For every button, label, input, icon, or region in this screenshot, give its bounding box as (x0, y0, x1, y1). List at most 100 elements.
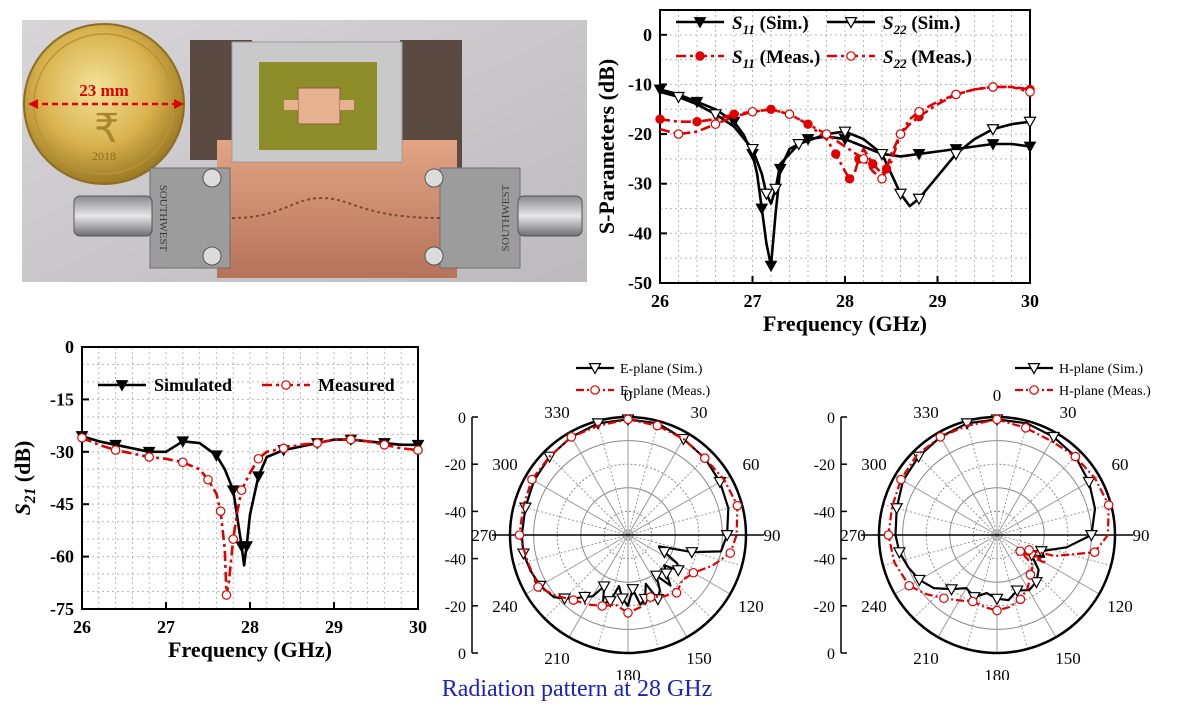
radial-tick-label: 0 (827, 410, 835, 427)
y-tick-label: -60 (50, 547, 74, 567)
connector-label-left: SOUTHWEST (157, 185, 169, 252)
legend-label: H-plane (Sim.) (1059, 362, 1143, 377)
data-point (236, 485, 247, 496)
polar-series-0 (890, 414, 1098, 606)
copper-housing (217, 140, 457, 278)
data-point (893, 188, 908, 201)
angle-label: 60 (1111, 455, 1128, 474)
data-point (603, 596, 617, 608)
legend-label: E-plane (Sim.) (620, 362, 703, 377)
device-photo-drawing: ₹ 2018 23 mm SOUTHWEST SOUTHWEST (22, 20, 587, 282)
polar-line (894, 418, 1097, 602)
data-point (1047, 431, 1061, 444)
data-point (732, 500, 743, 511)
y-tick-label: 0 (643, 25, 652, 45)
legend-item: S22 (Sim.) (827, 13, 960, 37)
data-point (1023, 141, 1037, 154)
polar-line (887, 418, 1110, 612)
data-point (413, 445, 423, 455)
data-point (527, 474, 537, 485)
series-1 (77, 433, 423, 600)
data-point (203, 474, 213, 485)
x-tick-label: 28 (241, 617, 259, 637)
polar-spoke (568, 534, 629, 638)
polar-spoke (894, 475, 998, 536)
data-point (951, 89, 961, 100)
legend-marker (693, 17, 707, 29)
s21-plot: 26 27 28 29 30 0 -15 -30 -45 -60 -75 Frequency (GHz… (10, 337, 427, 662)
y-tick-label: 0 (65, 337, 74, 357)
x-tick-label: 29 (929, 291, 947, 311)
data-point (312, 438, 322, 448)
data-point (986, 124, 1000, 136)
data-point (1029, 577, 1043, 589)
legend-marker (1029, 385, 1039, 395)
data-point (992, 414, 1002, 425)
y-tick-label: -15 (50, 389, 74, 409)
polar-spoke (996, 451, 1081, 536)
data-point (784, 109, 795, 120)
data-point (986, 139, 1000, 151)
data-point (1025, 87, 1035, 97)
data-point (720, 530, 734, 542)
e-plane-chart: 0 30 60 90 120 150 180 210 240 270 300 330 0 -20 -40 -4… (440, 350, 781, 685)
data-point (868, 159, 878, 169)
data-point (659, 568, 673, 581)
polar-spoke (996, 475, 1100, 536)
data-point (755, 203, 769, 216)
x-tick-label: 30 (409, 617, 427, 637)
feed-line (231, 196, 441, 219)
angle-label: 150 (686, 649, 712, 668)
angle-label: 210 (544, 649, 570, 668)
radial-tick-label: -20 (445, 457, 466, 474)
data-point (890, 503, 904, 515)
data-point (1082, 476, 1096, 489)
data-point (708, 109, 723, 121)
polar-spoke (996, 432, 1057, 536)
angle-label: 330 (544, 403, 570, 422)
data-point (904, 580, 914, 591)
legend-marker (588, 363, 602, 375)
y-axis-label-group: S-Parameters (dB) (594, 59, 619, 234)
angle-label: 240 (861, 597, 887, 616)
data-point (649, 570, 663, 583)
polar-grid (861, 417, 1133, 653)
data-point (792, 139, 806, 151)
polar-spoke (544, 534, 629, 619)
radial-tick-label: 0 (458, 646, 466, 663)
data-point (713, 476, 727, 489)
x-tick-label: 26 (73, 617, 91, 637)
angle-label: 120 (1107, 597, 1133, 616)
rupee-symbol-icon: ₹ (94, 106, 119, 151)
legend-item: S22 (Meas.) (827, 47, 972, 71)
radial-tick-label: -20 (814, 599, 835, 616)
polar-spoke (913, 451, 998, 536)
legend-item: E-plane (Sim.) (576, 362, 703, 377)
data-point (747, 106, 758, 117)
data-point (988, 82, 998, 92)
data-point (844, 174, 855, 184)
legend-marker (281, 380, 291, 390)
data-point (1089, 547, 1100, 558)
data-point (895, 129, 906, 139)
s21-chart: 26 27 28 29 30 0 -15 -30 -45 -60 -75 Frequency (GHz… (0, 335, 440, 665)
x-tick-label: 28 (836, 291, 854, 311)
data-point (653, 84, 667, 96)
polar-spoke (913, 534, 998, 619)
angle-label: 0 (624, 386, 633, 405)
angle-label: 240 (492, 597, 518, 616)
data-point (1023, 116, 1037, 129)
data-point (939, 593, 949, 604)
data-point (821, 129, 832, 139)
data-point (278, 443, 289, 454)
data-point (688, 567, 699, 578)
data-point (769, 183, 783, 196)
data-point (896, 474, 906, 485)
data-point (568, 595, 579, 605)
angle-label: 120 (738, 597, 764, 616)
legend-item: H-plane (Meas.) (1015, 384, 1151, 399)
data-point (1020, 423, 1031, 433)
screw-icon (424, 168, 444, 188)
coin-year: 2018 (92, 149, 116, 163)
polar-spoke (996, 420, 1029, 536)
